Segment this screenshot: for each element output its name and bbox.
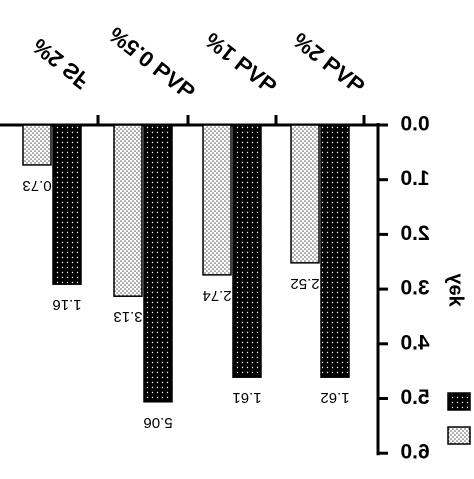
bar-series-light <box>202 124 232 276</box>
category-label: ԀΛԀ 1% <box>200 28 282 100</box>
bar-series-dark <box>232 124 262 378</box>
bar-series-light <box>113 124 143 297</box>
y-tick-label: 2.0 <box>400 222 429 245</box>
data-label: 2.52 <box>290 275 319 292</box>
data-label: 3.13 <box>113 308 142 325</box>
y-tick-label: 5.0 <box>400 386 429 409</box>
data-label: 1.16 <box>52 296 81 313</box>
bar-series-dark <box>143 124 173 403</box>
y-tick-label: 3.0 <box>400 277 429 300</box>
bar-series-dark <box>52 124 82 285</box>
y-tick-label: 0.0 <box>400 113 429 136</box>
bar-series-dark <box>320 124 350 378</box>
category-label: ԀΛԀ 2% <box>288 28 370 100</box>
legend-swatch-light <box>447 426 471 445</box>
data-label: 2.74 <box>202 287 231 304</box>
data-label: 1.61 <box>232 389 261 406</box>
bar-series-light <box>22 124 52 166</box>
legend-title: ʞɘλ <box>443 273 465 306</box>
category-label: ԀΛԀ 0.5% <box>104 22 200 105</box>
data-label: 0.73 <box>22 177 51 194</box>
y-tick-label: 6.0 <box>400 441 429 464</box>
bar-series-light <box>290 124 320 264</box>
category-label: ꟻƧ 2% <box>28 33 95 93</box>
data-label: 5.06 <box>143 414 172 431</box>
legend-swatch-dark <box>447 392 471 411</box>
data-label: 1.62 <box>320 389 349 406</box>
y-tick-label: 1.0 <box>400 167 429 190</box>
y-tick-label: 4.0 <box>400 331 429 354</box>
